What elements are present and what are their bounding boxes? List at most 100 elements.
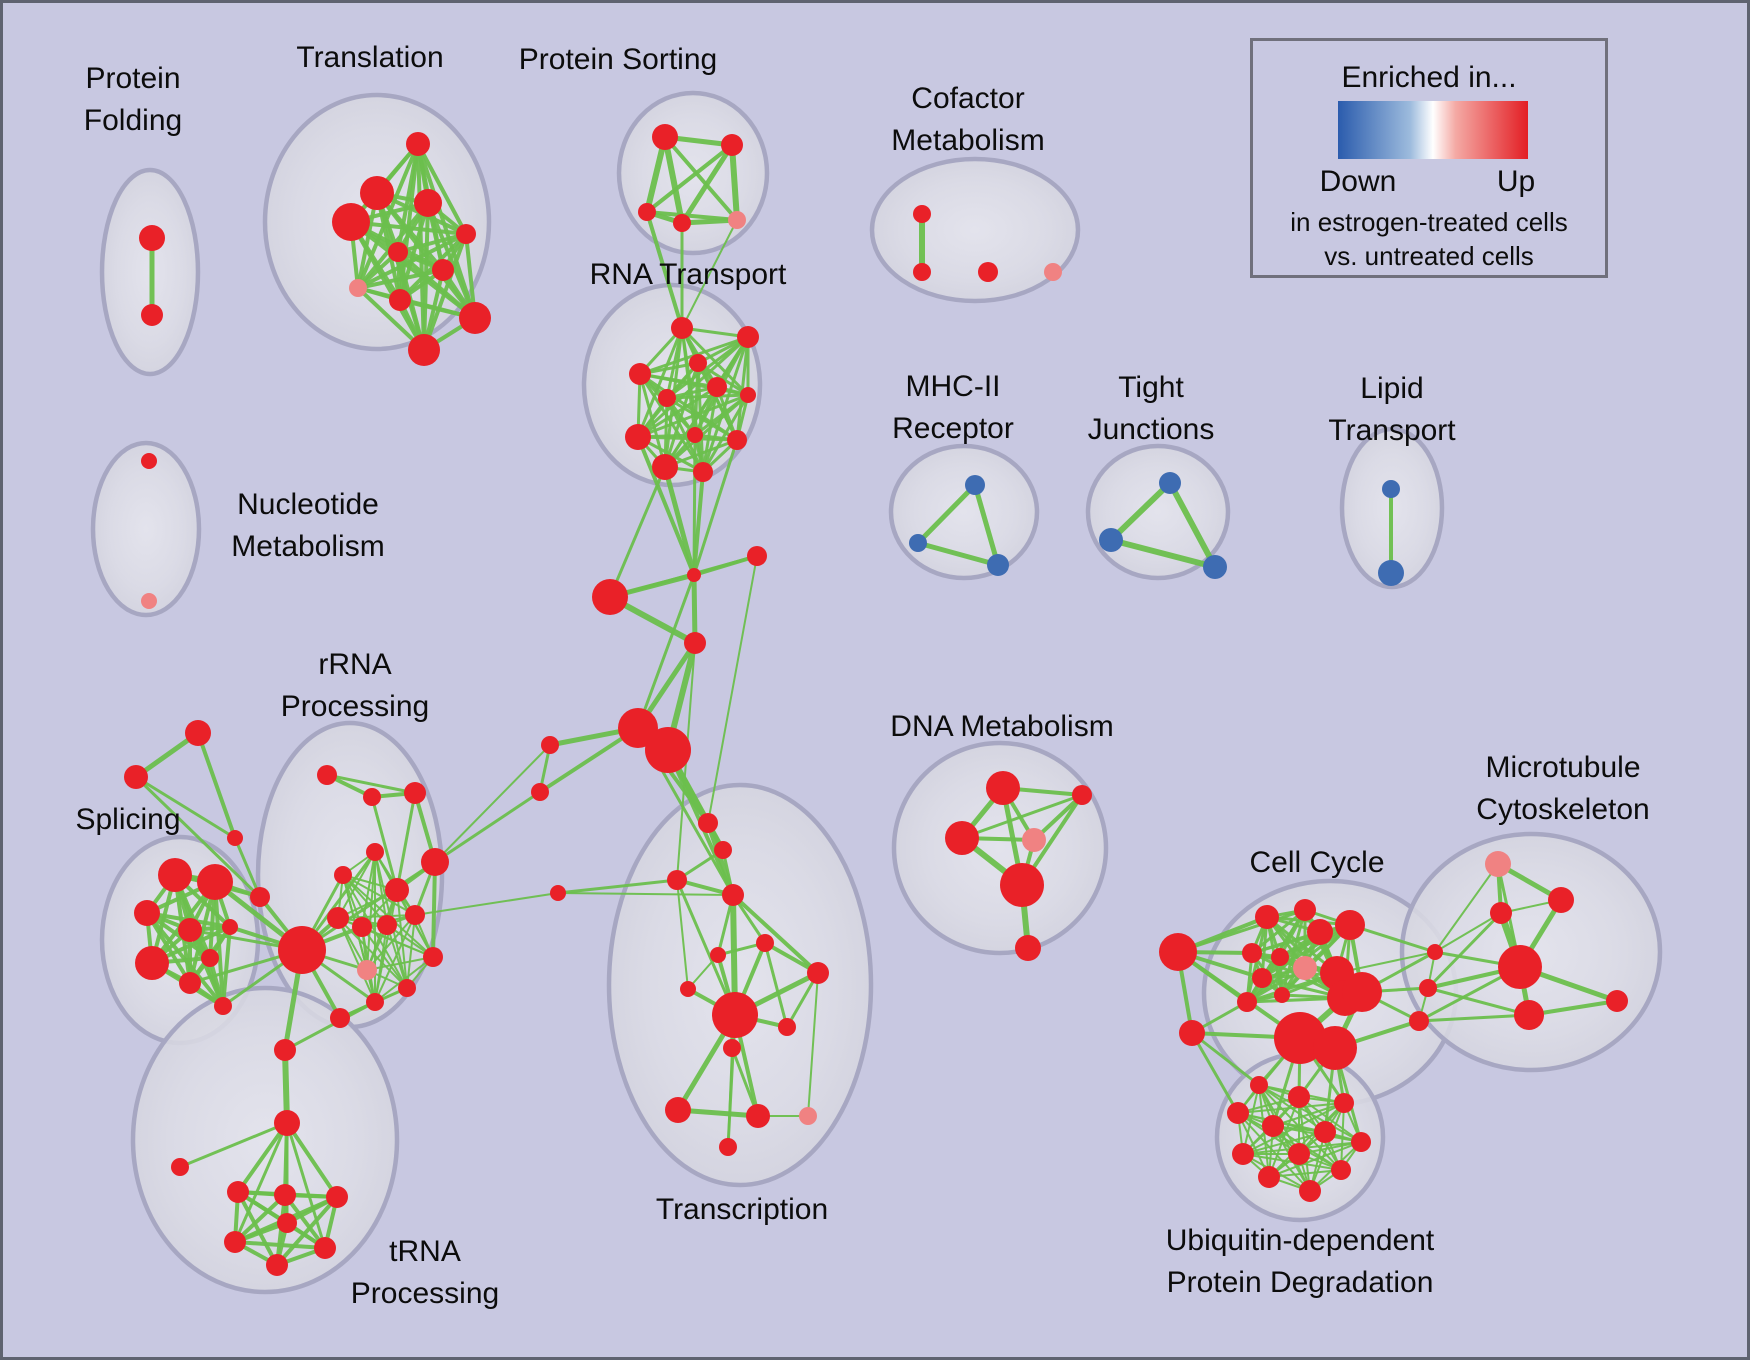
network-edge: [275, 1195, 339, 1267]
network-edge: [730, 1046, 760, 1118]
network-edge: [1108, 537, 1218, 570]
gene-set-node: [327, 907, 349, 929]
network-edge: [972, 482, 1001, 568]
gene-set-node: [1351, 1132, 1371, 1152]
network-edge: [608, 554, 759, 599]
gene-set-node: [747, 546, 767, 566]
gene-set-node: [1293, 956, 1317, 980]
network-edge: [1190, 1031, 1240, 1115]
gene-set-node: [693, 462, 713, 482]
gene-set-node: [158, 858, 192, 892]
network-edge: [735, 335, 750, 442]
network-edge: [763, 941, 789, 1029]
gene-set-node: [712, 992, 758, 1038]
network-edge: [680, 326, 750, 339]
network-edge: [675, 1107, 761, 1119]
gene-set-node: [366, 843, 384, 861]
gene-set-node: [1342, 972, 1382, 1012]
gene-set-node: [404, 782, 426, 804]
gene-set-node: [274, 1039, 296, 1061]
cluster-ellipse-dna-metabolism: [891, 740, 1109, 956]
gene-set-node: [1274, 1012, 1326, 1064]
network-edge: [374, 924, 388, 1003]
gene-set-node: [978, 262, 998, 282]
gene-set-node: [171, 1158, 189, 1176]
cluster-ellipse-transcription: [606, 782, 874, 1188]
network-edge: [663, 135, 739, 222]
gene-set-node: [1252, 968, 1272, 988]
network-edge: [1272, 1102, 1345, 1127]
gene-set-node: [363, 788, 381, 806]
network-edge: [396, 232, 468, 254]
gene-set-node: [141, 453, 157, 469]
network-edge: [337, 914, 416, 919]
gene-set-node: [314, 1237, 336, 1259]
gene-set-node: [179, 972, 201, 994]
network-edge: [662, 464, 697, 578]
gene-set-node: [673, 214, 691, 232]
network-edge: [283, 1000, 377, 1052]
gene-set-node: [185, 720, 211, 746]
network-edge: [729, 142, 740, 223]
gene-set-node: [913, 205, 931, 223]
network-edge: [636, 435, 696, 577]
network-edge: [1268, 1169, 1342, 1178]
network-edge: [679, 142, 735, 226]
gene-set-node: [1099, 528, 1123, 552]
gene-set-node: [222, 919, 238, 935]
gene-set-node: [1514, 1000, 1544, 1030]
network-edge: [1237, 1112, 1311, 1192]
gene-set-node: [134, 900, 160, 926]
gene-set-node: [592, 579, 628, 615]
gene-set-node: [266, 1254, 288, 1276]
gene-set-node: [1382, 480, 1400, 498]
gene-set-node: [740, 387, 756, 403]
network-edge: [691, 572, 698, 646]
gene-set-node: [1498, 945, 1542, 989]
gene-set-node: [330, 1008, 350, 1028]
legend-subtitle-line2: vs. untreated cells: [1324, 241, 1534, 271]
gene-set-node: [778, 1018, 796, 1036]
network-edge: [395, 791, 417, 892]
gene-set-node: [1179, 1020, 1205, 1046]
network-edge: [1298, 1096, 1311, 1192]
gene-set-node: [124, 765, 148, 789]
gene-set-node: [658, 389, 676, 407]
network-edge: [707, 555, 758, 824]
gene-set-node: [1548, 887, 1574, 913]
gene-set-node: [317, 765, 337, 785]
network-edge: [285, 1121, 327, 1250]
gene-set-node: [459, 302, 491, 334]
gene-set-node: [913, 263, 931, 281]
network-edge: [557, 892, 734, 896]
gene-set-node: [1299, 1180, 1321, 1202]
network-edge: [645, 210, 684, 330]
network-edge: [416, 142, 468, 236]
gene-set-node: [987, 554, 1009, 576]
gene-set-node: [349, 279, 367, 297]
network-edge: [356, 232, 468, 290]
network-edge: [636, 326, 684, 439]
gene-set-node: [638, 203, 656, 221]
network-edge: [433, 790, 542, 864]
network-edge: [366, 956, 434, 971]
gene-set-node: [360, 176, 394, 210]
network-edge: [134, 775, 262, 899]
network-edge: [701, 393, 750, 474]
network-edge: [236, 1121, 289, 1194]
gene-set-node: [274, 1184, 296, 1206]
gene-set-node: [1203, 555, 1227, 579]
network-edge: [434, 744, 551, 863]
network-edge: [1250, 908, 1307, 955]
gene-set-node: [667, 870, 687, 890]
gene-set-node: [722, 884, 744, 906]
network-edge: [1426, 911, 1503, 990]
network-edge: [807, 972, 819, 1117]
gene-set-node: [714, 841, 732, 859]
network-edge: [366, 851, 376, 971]
gene-set-node: [1409, 1011, 1429, 1031]
network-edge: [221, 925, 232, 1008]
gene-set-node: [1262, 1115, 1284, 1137]
cluster-ellipse-protein-sorting: [616, 90, 770, 256]
gene-set-node: [541, 736, 559, 754]
